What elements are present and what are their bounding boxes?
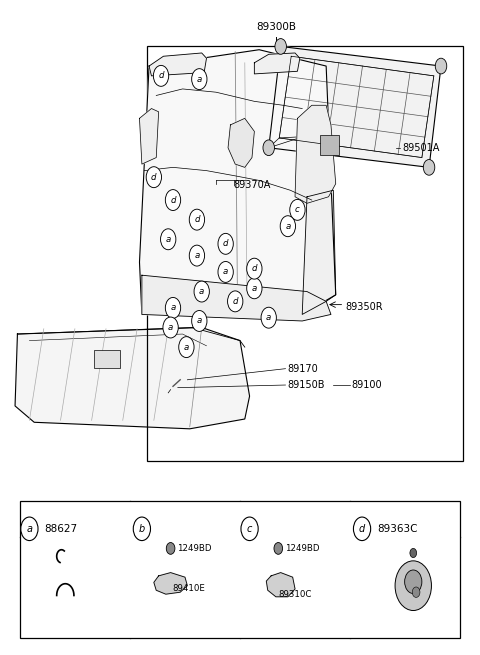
Text: a: a <box>184 343 189 352</box>
Circle shape <box>192 310 207 331</box>
Polygon shape <box>266 572 295 597</box>
Text: a: a <box>197 316 202 326</box>
Text: 89310C: 89310C <box>278 590 312 599</box>
Polygon shape <box>140 109 158 164</box>
Text: a: a <box>26 524 33 534</box>
Bar <box>147 47 463 462</box>
Text: d: d <box>194 215 200 224</box>
Text: a: a <box>168 323 173 332</box>
Polygon shape <box>154 572 187 594</box>
Text: d: d <box>359 524 365 534</box>
Text: 89100: 89100 <box>351 380 382 390</box>
Text: 89501A: 89501A <box>403 143 440 153</box>
Text: 89300B: 89300B <box>256 22 296 32</box>
Polygon shape <box>228 119 254 168</box>
Text: d: d <box>252 264 257 273</box>
Text: d: d <box>151 173 156 181</box>
Polygon shape <box>269 47 441 168</box>
Circle shape <box>435 58 447 74</box>
Circle shape <box>274 542 283 554</box>
Circle shape <box>21 517 38 540</box>
Text: 89170: 89170 <box>287 364 318 373</box>
Text: a: a <box>223 267 228 276</box>
Circle shape <box>218 233 233 254</box>
Circle shape <box>241 517 258 540</box>
Circle shape <box>133 517 151 540</box>
Circle shape <box>189 209 204 230</box>
Text: a: a <box>197 75 202 84</box>
Text: 89370A: 89370A <box>234 180 271 190</box>
Text: 89150B: 89150B <box>287 380 324 390</box>
Text: 89363C: 89363C <box>377 524 418 534</box>
Text: b: b <box>139 524 145 534</box>
Polygon shape <box>15 328 250 429</box>
Circle shape <box>179 337 194 358</box>
Circle shape <box>192 69 207 90</box>
Circle shape <box>410 548 417 557</box>
Text: c: c <box>295 206 300 214</box>
Polygon shape <box>269 137 303 148</box>
Text: 1249BD: 1249BD <box>285 544 320 553</box>
Circle shape <box>166 542 175 554</box>
Circle shape <box>412 587 420 597</box>
Circle shape <box>218 261 233 282</box>
Circle shape <box>194 281 209 302</box>
Text: a: a <box>166 234 171 244</box>
Polygon shape <box>254 53 300 74</box>
Text: a: a <box>266 313 271 322</box>
Circle shape <box>395 561 432 610</box>
Circle shape <box>290 199 305 220</box>
Circle shape <box>280 215 296 236</box>
Circle shape <box>160 229 176 250</box>
Text: a: a <box>170 303 176 312</box>
Text: a: a <box>285 221 290 231</box>
Text: c: c <box>247 524 252 534</box>
Circle shape <box>228 291 243 312</box>
Circle shape <box>165 297 180 318</box>
Bar <box>94 350 120 368</box>
Text: 89410E: 89410E <box>172 584 205 593</box>
Text: 89350R: 89350R <box>345 301 383 312</box>
Circle shape <box>154 66 168 86</box>
Circle shape <box>423 160 435 175</box>
Polygon shape <box>295 105 336 203</box>
Circle shape <box>263 140 275 156</box>
Bar <box>20 500 460 638</box>
Circle shape <box>146 167 161 187</box>
Circle shape <box>247 278 262 299</box>
Text: 1249BD: 1249BD <box>177 544 212 553</box>
Text: d: d <box>170 196 176 204</box>
Bar <box>320 135 339 155</box>
Polygon shape <box>142 275 331 321</box>
Text: d: d <box>223 239 228 248</box>
Circle shape <box>247 258 262 279</box>
Polygon shape <box>149 53 206 76</box>
Circle shape <box>163 317 178 338</box>
Text: a: a <box>194 251 200 260</box>
Circle shape <box>189 245 204 266</box>
Circle shape <box>261 307 276 328</box>
Circle shape <box>405 570 422 593</box>
Text: d: d <box>232 297 238 306</box>
Text: a: a <box>199 287 204 296</box>
Polygon shape <box>302 190 336 314</box>
Text: d: d <box>158 71 164 81</box>
Text: a: a <box>252 284 257 293</box>
Text: 88627: 88627 <box>45 524 78 534</box>
Polygon shape <box>140 50 336 314</box>
Circle shape <box>275 39 287 54</box>
Circle shape <box>353 517 371 540</box>
Circle shape <box>165 189 180 210</box>
